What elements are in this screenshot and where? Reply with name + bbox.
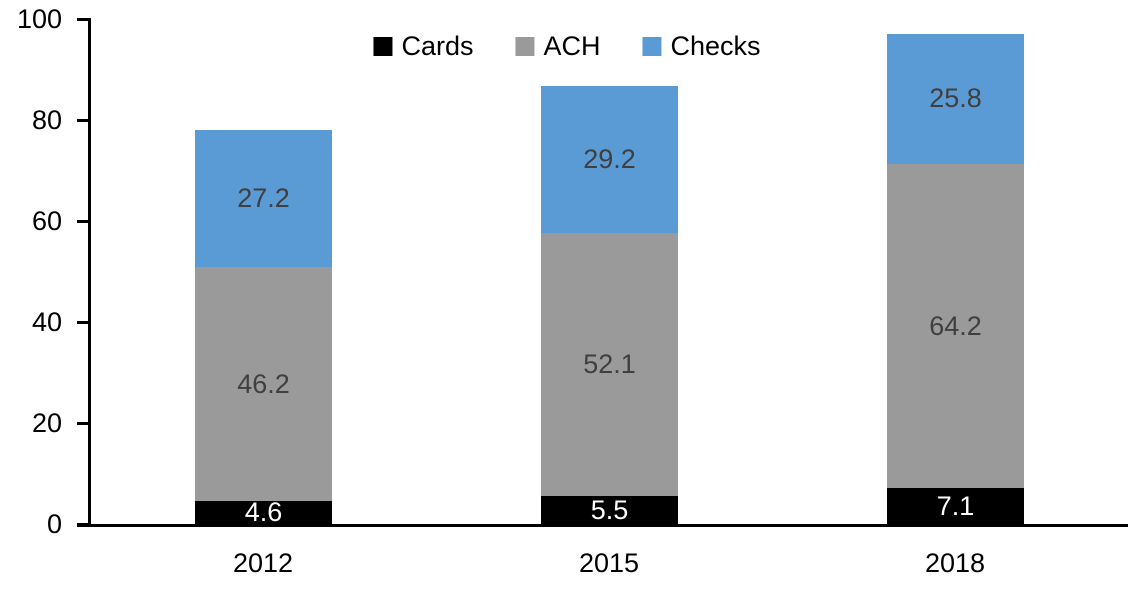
legend-marker-ach	[515, 37, 535, 56]
legend-marker-cards	[373, 37, 393, 56]
y-tick	[77, 422, 91, 425]
bar-value-label: 46.2	[237, 368, 290, 399]
y-tick	[77, 119, 91, 122]
y-tick-label: 80	[31, 105, 62, 135]
bar-segment-cards-2018: 7.1	[887, 488, 1024, 524]
legend-marker-checks	[642, 37, 662, 56]
x-category-label-2012: 2012	[232, 548, 294, 578]
bar-value-label: 27.2	[237, 183, 290, 214]
y-tick	[77, 220, 91, 223]
bar-segment-ach-2018: 64.2	[887, 163, 1024, 489]
legend-label: ACH	[543, 31, 601, 61]
y-tick	[77, 523, 91, 526]
legend-label: Checks	[670, 31, 761, 61]
x-category-label-2015: 2015	[578, 548, 640, 578]
legend-item-ach: ACH	[515, 31, 601, 62]
bar-segment-ach-2012: 46.2	[195, 267, 332, 501]
bar-segment-cards-2015: 5.5	[541, 496, 678, 524]
y-tick-label: 40	[31, 307, 62, 337]
legend-item-cards: Cards	[373, 31, 473, 62]
bar-value-label: 5.5	[590, 494, 629, 525]
y-tick-label: 60	[31, 206, 62, 236]
legend-label: Cards	[401, 31, 474, 61]
legend-item-checks: Checks	[642, 31, 761, 62]
legend: Cards ACH Checks	[373, 31, 761, 62]
bar-segment-checks-2012: 27.2	[195, 130, 332, 268]
y-tick	[77, 18, 91, 21]
bar-value-label: 29.2	[583, 143, 636, 174]
bar-value-label: 52.1	[583, 349, 636, 380]
y-tick-label: 100	[16, 4, 62, 34]
y-tick-label: 0	[46, 509, 62, 539]
x-axis-line	[77, 524, 1128, 527]
bar-segment-checks-2015: 29.2	[541, 85, 678, 234]
y-tick-label: 20	[31, 408, 62, 438]
bar-value-label: 4.6	[244, 496, 283, 527]
bar-value-label: 7.1	[936, 490, 975, 521]
bar-segment-checks-2018: 25.8	[887, 33, 1024, 164]
bar-segment-cards-2012: 4.6	[195, 496, 332, 527]
bar-value-label: 64.2	[929, 310, 982, 341]
bar-value-label: 25.8	[929, 83, 982, 114]
y-tick	[77, 321, 91, 324]
y-axis-line	[88, 19, 91, 527]
bar-segment-ach-2015: 52.1	[541, 233, 678, 497]
x-category-label-2018: 2018	[924, 548, 986, 578]
